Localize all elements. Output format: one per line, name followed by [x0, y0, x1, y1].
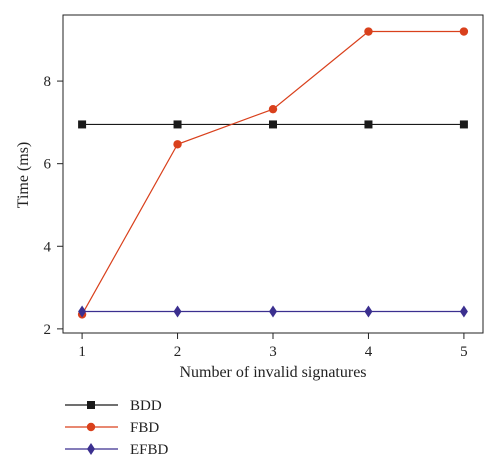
data-point-bdd	[459, 120, 468, 129]
plot-frame	[62, 14, 484, 334]
data-point-efbd	[173, 305, 182, 318]
legend-label: FBD	[130, 420, 159, 436]
legend-item-bdd: BDD	[65, 398, 162, 414]
series-fbd	[77, 27, 469, 319]
data-point-bdd	[269, 120, 277, 129]
data-point-efbd	[269, 305, 277, 318]
series-line-fbd	[81, 30, 464, 315]
legend-label: EFBD	[130, 442, 169, 458]
data-point-efbd	[78, 305, 87, 318]
legend-marker-fbd	[86, 422, 96, 432]
legend-label: BDD	[130, 398, 162, 414]
legend-item-efbd: EFBD	[65, 442, 169, 458]
data-point-efbd	[459, 305, 468, 318]
y-tick-label: 4	[44, 239, 52, 255]
y-axis: 2 4 6 8	[44, 74, 63, 338]
data-point-fbd	[173, 140, 182, 149]
y-tick-label: 8	[44, 74, 52, 90]
x-tick-label: 2	[174, 344, 182, 360]
data-point-fbd	[459, 27, 469, 36]
legend-item-fbd: FBD	[65, 420, 159, 436]
data-point-bdd	[78, 120, 87, 129]
x-axis: 1 2 3 4 5	[78, 333, 468, 360]
data-point-bdd	[364, 120, 373, 129]
legend-marker-efbd	[87, 443, 95, 455]
y-axis-title: Time (ms)	[15, 142, 32, 209]
data-point-bdd	[173, 120, 182, 129]
series-bdd	[78, 120, 468, 129]
x-tick-label: 3	[269, 344, 277, 360]
y-tick-label: 2	[44, 322, 52, 338]
x-tick-label: 4	[365, 344, 373, 360]
data-point-efbd	[364, 305, 373, 318]
x-axis-title: Number of invalid signatures	[179, 364, 366, 381]
legend: BDD FBD EFBD	[65, 398, 169, 458]
series-efbd	[78, 305, 468, 318]
y-tick-label: 6	[44, 157, 52, 173]
legend-marker-bdd	[87, 401, 95, 409]
x-tick-label: 5	[460, 344, 468, 360]
data-point-fbd	[364, 27, 373, 36]
data-point-fbd	[268, 104, 278, 114]
series-layer	[77, 27, 469, 319]
x-tick-label: 1	[78, 344, 86, 360]
